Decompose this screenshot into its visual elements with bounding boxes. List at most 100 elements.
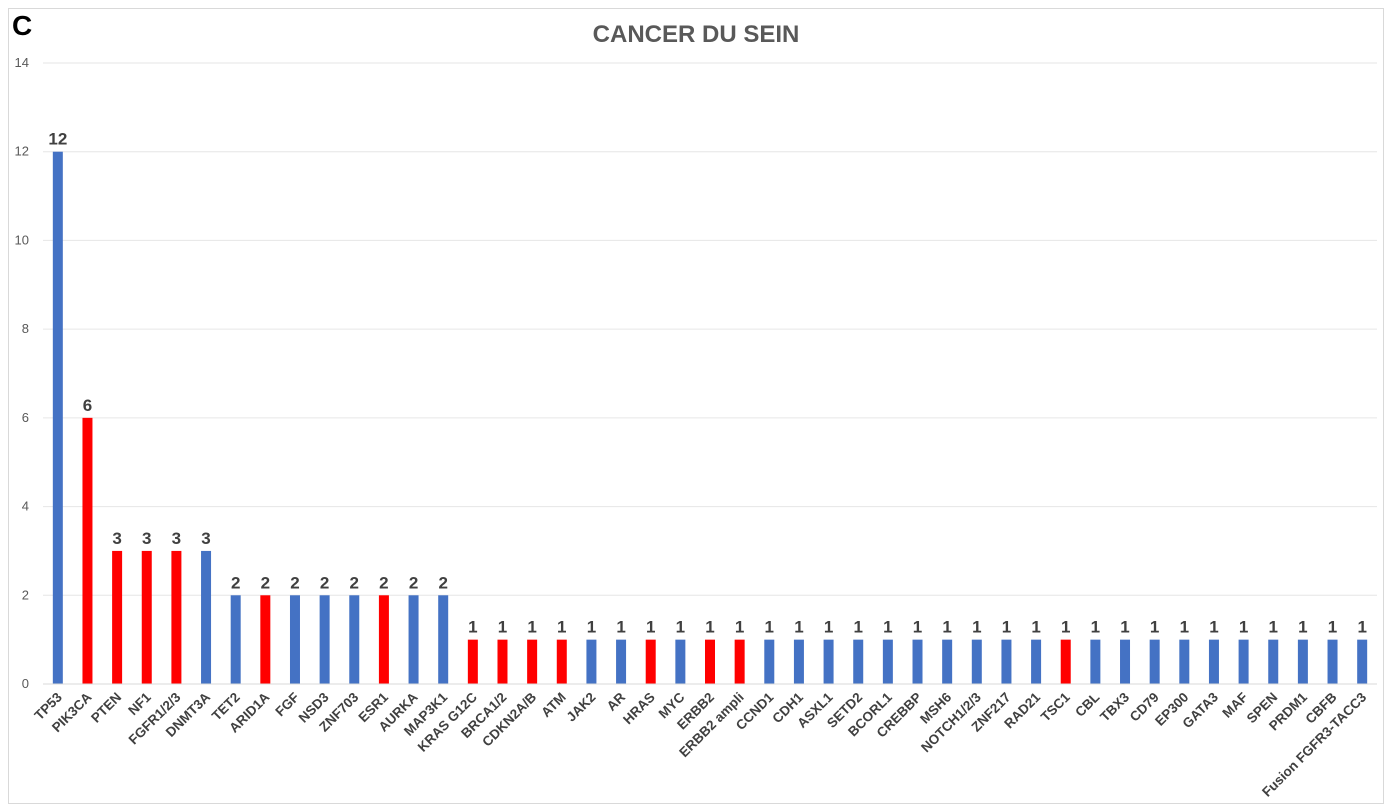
data-label: 1 xyxy=(765,618,774,637)
bar xyxy=(497,639,508,684)
data-label: 1 xyxy=(527,618,536,637)
x-tick-label: HRAS xyxy=(620,690,658,728)
data-label: 1 xyxy=(1061,618,1070,637)
x-tick-label: PTEN xyxy=(88,690,124,726)
bar xyxy=(1297,639,1308,684)
data-label: 2 xyxy=(290,573,299,592)
y-axis-ticks: 0 2 4 6 8 10 12 14 xyxy=(15,55,29,691)
data-label: 1 xyxy=(1298,618,1307,637)
x-tick-label: AR xyxy=(604,689,629,714)
data-label: 1 xyxy=(883,618,892,637)
bar xyxy=(408,595,419,684)
bar xyxy=(645,639,656,684)
data-label: 1 xyxy=(853,618,862,637)
y-tick-label: 10 xyxy=(15,232,29,247)
bar xyxy=(793,639,804,684)
data-label: 2 xyxy=(379,573,388,592)
y-tick-label: 4 xyxy=(22,499,29,514)
bar xyxy=(675,639,686,684)
data-label: 1 xyxy=(1031,618,1040,637)
data-label: 1 xyxy=(1269,618,1278,637)
bar xyxy=(823,639,834,684)
data-label: 1 xyxy=(735,618,744,637)
bar xyxy=(349,595,360,684)
x-tick-label: TSC1 xyxy=(1038,689,1073,724)
bar xyxy=(52,151,63,684)
data-label: 1 xyxy=(1091,618,1100,637)
y-tick-label: 6 xyxy=(22,410,29,425)
chart-title: CANCER DU SEIN xyxy=(593,21,800,48)
data-label: 1 xyxy=(1150,618,1159,637)
data-label: 2 xyxy=(320,573,329,592)
bar xyxy=(734,639,745,684)
bar xyxy=(556,639,567,684)
data-label: 1 xyxy=(557,618,566,637)
data-label: 1 xyxy=(972,618,981,637)
data-label: 1 xyxy=(498,618,507,637)
data-label: 3 xyxy=(201,529,210,548)
bar xyxy=(764,639,775,684)
data-label: 2 xyxy=(409,573,418,592)
bar xyxy=(1179,639,1190,684)
x-tick-label: TBX3 xyxy=(1097,689,1132,724)
bar xyxy=(1357,639,1368,684)
data-label: 1 xyxy=(913,618,922,637)
data-label: 3 xyxy=(112,529,121,548)
data-label: 3 xyxy=(142,529,151,548)
bar xyxy=(112,550,123,684)
y-tick-label: 8 xyxy=(22,321,29,336)
bar xyxy=(882,639,893,684)
bars xyxy=(52,151,1368,684)
bar xyxy=(1327,639,1338,684)
data-label: 1 xyxy=(942,618,951,637)
bar xyxy=(289,595,300,684)
data-label: 1 xyxy=(794,618,803,637)
data-label: 12 xyxy=(48,130,67,149)
bar xyxy=(912,639,923,684)
data-label: 1 xyxy=(676,618,685,637)
bar xyxy=(942,639,953,684)
bar xyxy=(319,595,330,684)
data-label: 1 xyxy=(1002,618,1011,637)
data-label: 2 xyxy=(438,573,447,592)
bar xyxy=(853,639,864,684)
bar xyxy=(82,417,93,684)
y-tick-label: 14 xyxy=(15,55,29,70)
y-tick-label: 0 xyxy=(22,676,29,691)
bar xyxy=(1268,639,1279,684)
bar xyxy=(1001,639,1012,684)
bar xyxy=(141,550,152,684)
bar xyxy=(1120,639,1131,684)
y-tick-label: 12 xyxy=(15,144,29,159)
bar xyxy=(230,595,241,684)
bar xyxy=(378,595,389,684)
bar xyxy=(705,639,715,684)
data-label: 2 xyxy=(261,573,270,592)
bar xyxy=(201,550,212,684)
bar xyxy=(467,639,478,684)
data-label: 1 xyxy=(1120,618,1129,637)
bar xyxy=(1060,639,1071,684)
data-label: 1 xyxy=(1180,618,1189,637)
data-label: 1 xyxy=(1328,618,1337,637)
data-label: 2 xyxy=(231,573,240,592)
data-label: 1 xyxy=(468,618,477,637)
y-tick-label: 2 xyxy=(22,587,29,602)
bar xyxy=(1090,639,1101,684)
data-label: 1 xyxy=(616,618,625,637)
bar xyxy=(1238,639,1249,684)
bar xyxy=(971,639,982,684)
data-label: 6 xyxy=(83,396,92,415)
data-label: 2 xyxy=(350,573,359,592)
data-label: 3 xyxy=(172,529,181,548)
bar xyxy=(586,639,597,684)
bar xyxy=(1149,639,1160,684)
x-tick-label: JAK2 xyxy=(564,690,599,725)
bar xyxy=(260,595,271,684)
data-label: 1 xyxy=(1209,618,1218,637)
data-label: 1 xyxy=(824,618,833,637)
bar xyxy=(527,639,538,684)
bar xyxy=(171,550,182,684)
